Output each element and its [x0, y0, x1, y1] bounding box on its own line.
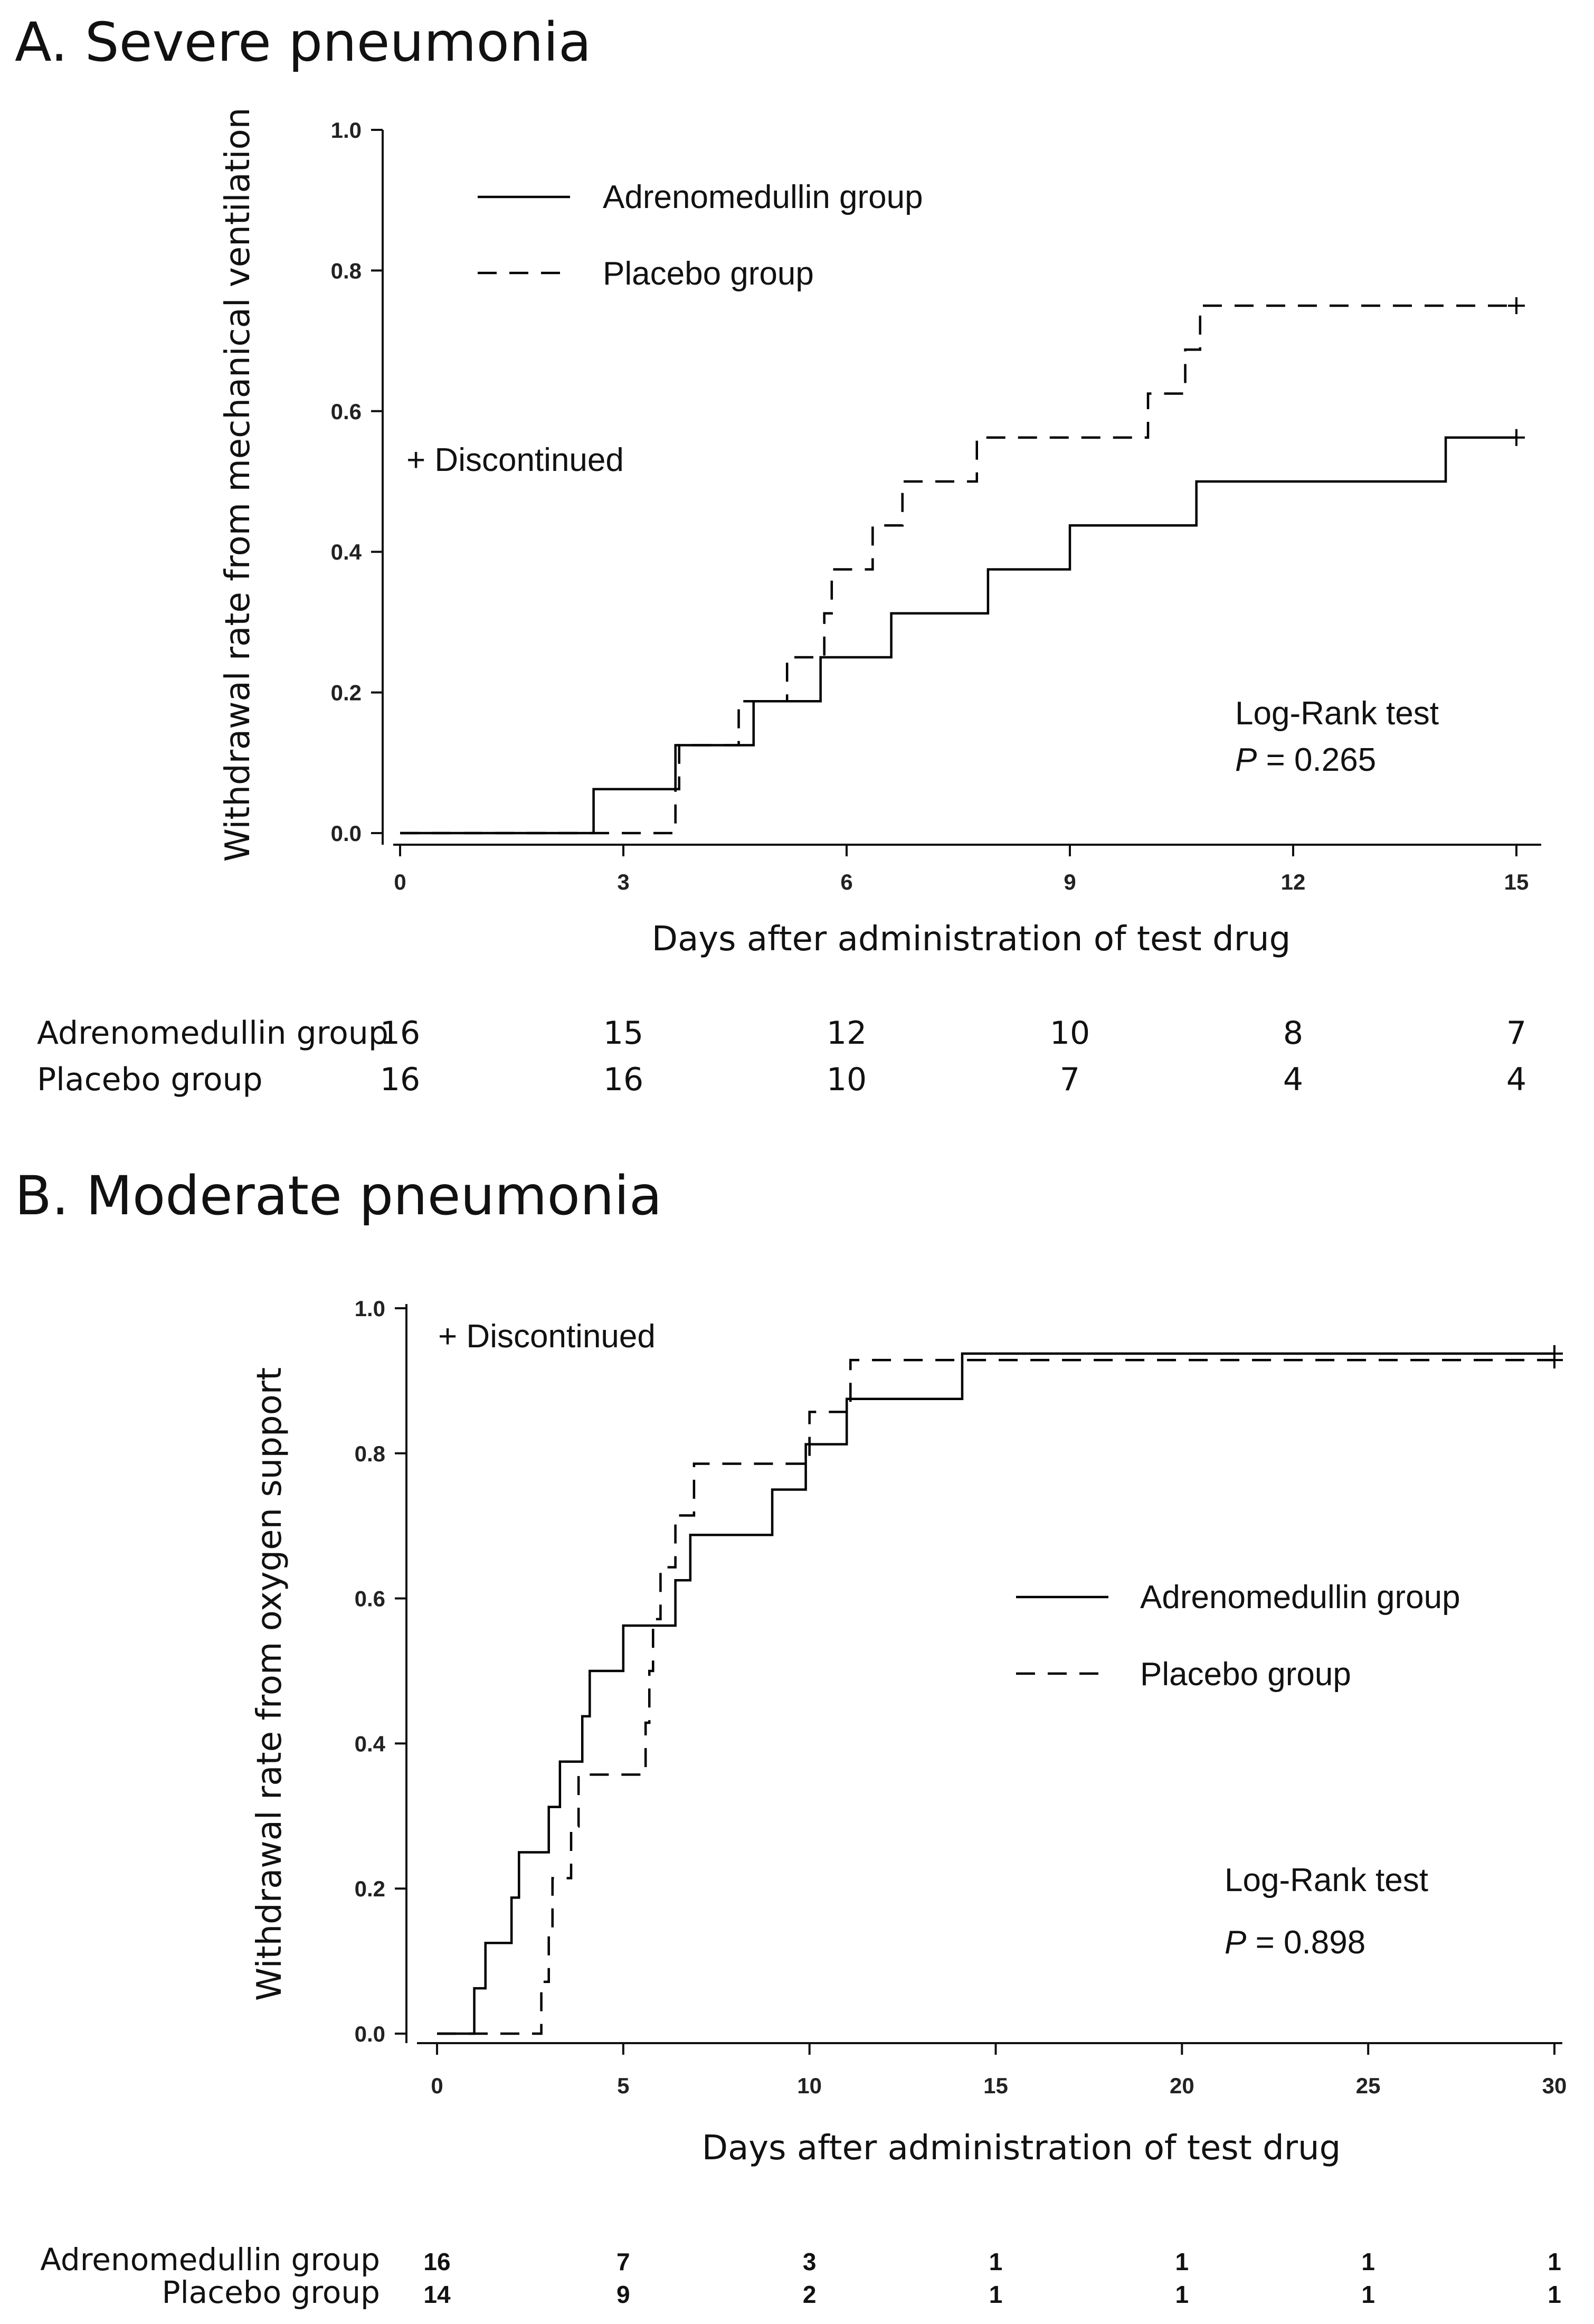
risk-count: 1 — [989, 2248, 1003, 2275]
legend-label-adrenomedullin: Adrenomedullin group — [1140, 1579, 1460, 1616]
x-tick-label: 12 — [1281, 870, 1306, 894]
x-tick-label: 3 — [617, 870, 629, 894]
risk-count: 10 — [827, 1061, 867, 1098]
risk-count: 1 — [1548, 2248, 1561, 2275]
risk-count: 16 — [423, 2248, 450, 2275]
y-tick-label: 0.2 — [331, 681, 362, 705]
risk-count: 1 — [1548, 2281, 1561, 2308]
x-tick-label: 0 — [394, 870, 406, 894]
risk-count: 16 — [603, 1061, 643, 1098]
risk-count: 10 — [1050, 1015, 1090, 1052]
risk-row-label-placebo: Placebo group — [162, 2274, 380, 2310]
risk-count: 9 — [616, 2281, 630, 2308]
risk-count: 16 — [380, 1015, 420, 1052]
risk-count: 1 — [989, 2281, 1003, 2308]
y-tick-label: 1.0 — [355, 1296, 385, 1321]
censor-mark — [1508, 429, 1525, 446]
risk-count: 1 — [1175, 2248, 1189, 2275]
y-tick-label: 1.0 — [331, 118, 362, 143]
panel-a-censor-note: + Discontinued — [406, 442, 624, 478]
x-tick-label: 6 — [840, 870, 852, 894]
risk-row-label-adrenomedullin: Adrenomedullin group — [37, 1015, 388, 1052]
series-line-adrenomedullin — [437, 1352, 1554, 2035]
x-tick-label: 20 — [1170, 2073, 1194, 2098]
p-value-text: = 0.265 — [1257, 742, 1376, 778]
panel-a-plot-area — [400, 297, 1525, 835]
panel-a: A. Severe pneumonia 0.0 0.2 0.4 0.6 0.8 1.0 0… — [15, 11, 1541, 1098]
x-tick-label: 9 — [1064, 870, 1076, 894]
risk-count: 14 — [423, 2281, 451, 2308]
panel-b-title: B. Moderate pneumonia — [15, 1165, 662, 1227]
y-tick-label: 0.0 — [331, 821, 362, 846]
y-tick-label: 0.4 — [331, 540, 362, 564]
panel-a-risk-table: Adrenomedullin group Placebo group 16 15 1… — [37, 1015, 1526, 1098]
x-tick-label: 15 — [983, 2073, 1008, 2098]
risk-count: 7 — [1506, 1015, 1526, 1052]
panel-a-test-label: Log-Rank test — [1235, 695, 1439, 732]
risk-row-label-adrenomedullin: Adrenomedullin group — [40, 2242, 380, 2278]
risk-count: 12 — [827, 1015, 867, 1052]
p-value-text: = 0.898 — [1246, 1924, 1365, 1961]
panel-b-legend: Adrenomedullin group Placebo group — [1016, 1579, 1460, 1693]
panel-b-p-value: P = 0.898 — [1225, 1924, 1365, 1961]
y-tick-label: 0.4 — [355, 1731, 386, 1756]
panel-a-p-value: P = 0.265 — [1235, 742, 1376, 778]
risk-count: 1 — [1361, 2248, 1375, 2275]
y-tick-label: 0.6 — [331, 399, 362, 424]
x-tick-label: 15 — [1504, 870, 1529, 894]
censor-mark — [1546, 1352, 1563, 1369]
x-tick-label: 5 — [617, 2073, 629, 2098]
risk-count: 1 — [1175, 2281, 1189, 2308]
risk-count: 1 — [1361, 2281, 1375, 2308]
y-tick-label: 0.6 — [355, 1586, 385, 1611]
risk-count: 16 — [380, 1061, 420, 1098]
p-symbol: P — [1235, 742, 1257, 778]
panel-b-censor-note: + Discontinued — [438, 1318, 656, 1355]
risk-count: 4 — [1283, 1061, 1303, 1098]
risk-count: 15 — [603, 1015, 643, 1052]
panel-b-x-axis-title: Days after administration of test drug — [702, 2129, 1341, 2168]
risk-row-label-placebo: Placebo group — [37, 1061, 263, 1098]
panel-a-legend: Adrenomedullin group Placebo group — [478, 179, 923, 292]
panel-a-title: A. Severe pneumonia — [15, 11, 591, 74]
risk-count: 7 — [1060, 1061, 1080, 1098]
panel-b: B. Moderate pneumonia 0.0 0.2 0.4 0.6 0.8 1.0… — [15, 1165, 1567, 2310]
legend-label-placebo: Placebo group — [1140, 1656, 1351, 1693]
panel-b-test-label: Log-Rank test — [1225, 1862, 1428, 1898]
panel-a-x-axis-title: Days after administration of test drug — [652, 920, 1291, 959]
panel-a-y-ticks: 0.0 0.2 0.4 0.6 0.8 1.0 — [331, 118, 383, 846]
panel-a-x-ticks: 0 3 6 9 12 15 — [394, 845, 1529, 894]
panel-b-risk-table: Adrenomedullin group Placebo group 16 7 3 1… — [40, 2242, 1561, 2310]
x-tick-label: 25 — [1356, 2073, 1381, 2098]
y-tick-label: 0.8 — [355, 1441, 385, 1466]
p-symbol: P — [1225, 1924, 1246, 1961]
panel-b-y-ticks: 0.0 0.2 0.4 0.6 0.8 1.0 — [355, 1296, 406, 2046]
legend-label-adrenomedullin: Adrenomedullin group — [603, 179, 923, 215]
x-tick-label: 10 — [797, 2073, 822, 2098]
panel-a-risk-values: 16 15 12 10 8 7 16 16 10 7 4 4 — [380, 1015, 1526, 1098]
panel-b-y-axis-title: Withdrawal rate from oxygen support — [250, 1367, 289, 2001]
panel-b-x-ticks: 0 5 10 15 20 25 30 — [431, 2043, 1567, 2098]
risk-count: 4 — [1506, 1061, 1526, 1098]
risk-count: 7 — [616, 2248, 630, 2275]
risk-count: 2 — [803, 2281, 817, 2308]
series-line-placebo — [400, 304, 1516, 835]
y-tick-label: 0.0 — [355, 2021, 385, 2046]
y-tick-label: 0.2 — [355, 1876, 385, 1901]
panel-b-plot-area — [437, 1345, 1563, 2035]
legend-label-placebo: Placebo group — [603, 256, 814, 292]
series-line-placebo — [437, 1358, 1554, 2035]
y-tick-label: 0.8 — [331, 258, 362, 283]
x-tick-label: 30 — [1542, 2073, 1567, 2098]
series-line-adrenomedullin — [400, 436, 1516, 835]
censor-mark — [1508, 297, 1525, 314]
panel-a-y-axis-title: Withdrawal rate from mechanical ventilat… — [219, 108, 258, 862]
risk-count: 3 — [803, 2248, 817, 2275]
x-tick-label: 0 — [431, 2073, 443, 2098]
panel-b-risk-values: 16 7 3 1 1 1 1 14 9 2 1 1 1 1 — [423, 2248, 1561, 2308]
risk-count: 8 — [1283, 1015, 1303, 1052]
